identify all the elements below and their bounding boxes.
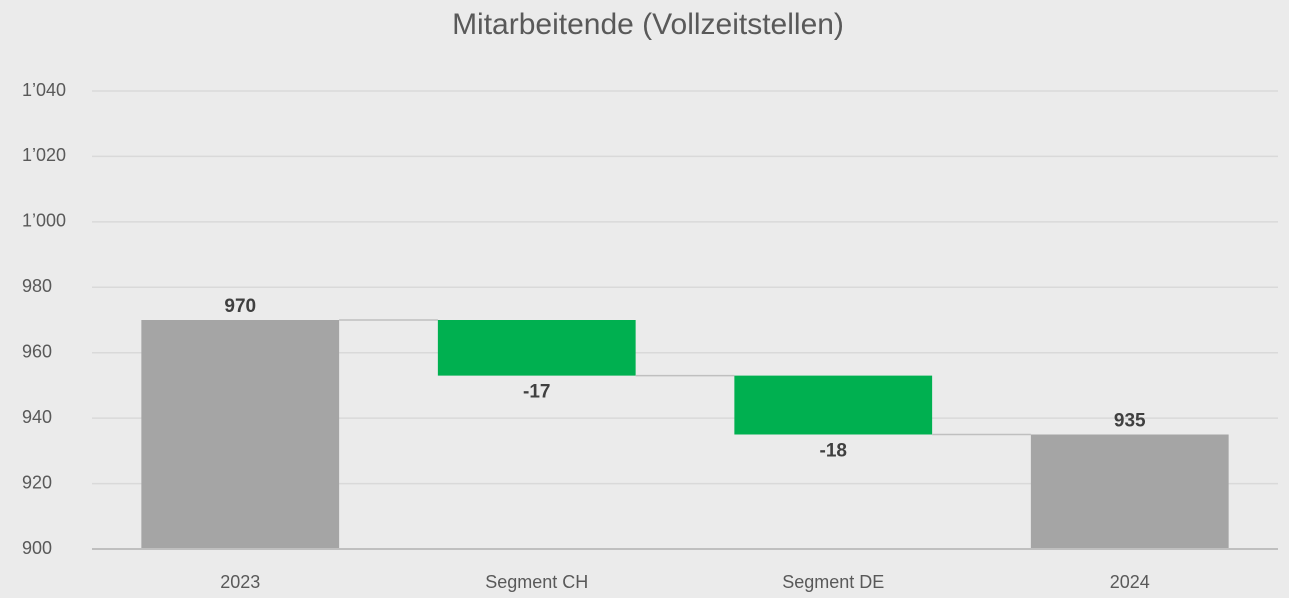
data-label: 935 — [1114, 411, 1146, 432]
y-tick-label: 940 — [22, 407, 52, 427]
y-tick-label: 920 — [22, 472, 52, 492]
y-tick-label: 1’040 — [22, 80, 66, 100]
x-tick-label: Segment CH — [485, 572, 588, 592]
bar — [141, 320, 340, 549]
x-tick-label: 2024 — [1110, 572, 1150, 592]
y-tick-label: 900 — [22, 538, 52, 558]
chart-title: Mitarbeitende (Vollzeitstellen) — [452, 8, 844, 41]
data-label: 970 — [224, 296, 256, 317]
x-tick-label: Segment DE — [782, 572, 884, 592]
y-tick-label: 1’000 — [22, 211, 66, 231]
bar — [1030, 434, 1229, 549]
data-label: -17 — [523, 382, 550, 403]
y-tick-label: 960 — [22, 341, 52, 361]
y-tick-label: 980 — [22, 276, 52, 296]
x-tick-label: 2023 — [220, 572, 260, 592]
bar — [437, 320, 636, 376]
y-tick-label: 1’020 — [22, 145, 66, 165]
bar — [734, 375, 933, 435]
data-label: -18 — [820, 441, 847, 462]
